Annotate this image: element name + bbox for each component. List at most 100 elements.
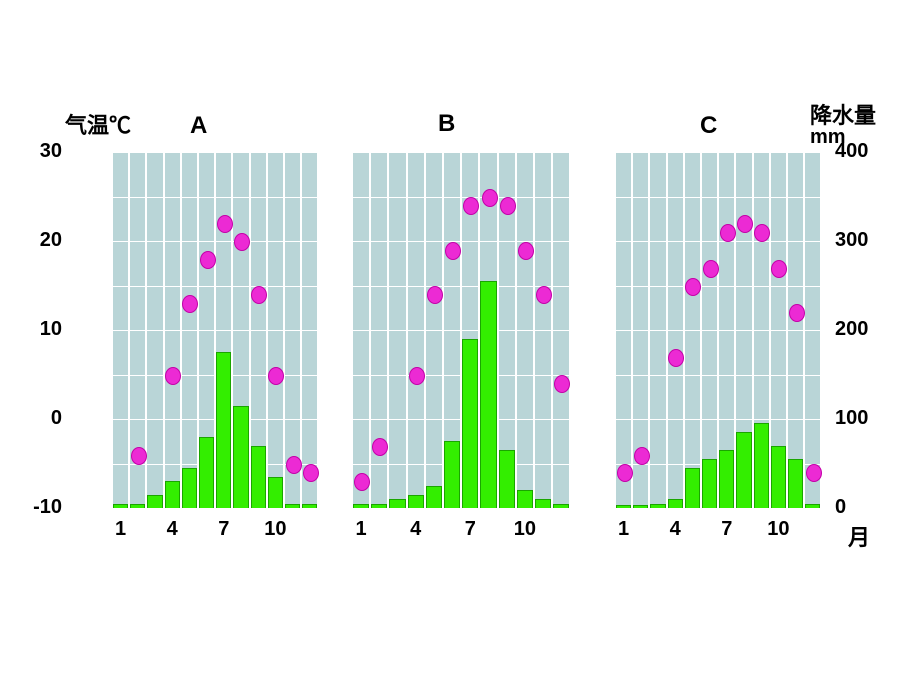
x-axis-month-label: 月 <box>848 520 870 552</box>
temp-marker <box>482 189 498 207</box>
grid-line <box>113 152 317 153</box>
x-tick: 4 <box>402 518 430 541</box>
temp-marker <box>668 349 684 367</box>
panel-label-A: A <box>190 112 207 140</box>
precip-bar <box>736 432 751 508</box>
temp-marker <box>286 456 302 474</box>
grid-line <box>113 375 317 376</box>
grid-line <box>113 330 317 331</box>
precip-bar <box>499 450 515 508</box>
panel-label-C: C <box>700 112 717 140</box>
x-tick: 1 <box>347 518 375 541</box>
precip-bar <box>147 495 162 508</box>
precip-bar <box>426 486 442 508</box>
precip-bar <box>268 477 283 508</box>
precip-bar <box>165 481 180 508</box>
temp-marker <box>234 233 250 251</box>
temp-marker <box>131 447 147 465</box>
temp-marker <box>685 278 701 296</box>
grid-line <box>616 241 820 242</box>
precip-bar <box>480 281 496 508</box>
grid-line <box>353 152 569 153</box>
y-tick-temp: 10 <box>16 318 62 341</box>
precip-bar <box>633 505 648 508</box>
grid-line <box>616 419 820 420</box>
temp-marker <box>445 242 461 260</box>
temp-marker <box>617 464 633 482</box>
panel-C <box>616 152 822 508</box>
grid-line <box>353 464 569 465</box>
y-tick-temp: 0 <box>16 407 62 430</box>
y-axis-temp-title: 气温℃ <box>65 108 131 140</box>
y-tick-precip: 100 <box>835 407 868 430</box>
grid-line <box>113 419 317 420</box>
precip-bar <box>462 339 478 508</box>
precip-bar <box>389 499 405 508</box>
temp-marker <box>200 251 216 269</box>
grid-line <box>353 419 569 420</box>
temp-marker <box>500 197 516 215</box>
temp-marker <box>703 260 719 278</box>
grid-line <box>113 197 317 198</box>
x-tick: 7 <box>456 518 484 541</box>
panel-B <box>353 152 571 508</box>
temp-marker <box>409 367 425 385</box>
grid-line <box>353 375 569 376</box>
precip-bar <box>408 495 424 508</box>
precip-bar <box>553 504 569 508</box>
y-tick-precip: 0 <box>835 496 846 519</box>
precip-bar <box>285 504 300 508</box>
temp-marker <box>518 242 534 260</box>
y-tick-temp: 20 <box>16 229 62 252</box>
precip-bar <box>702 459 717 508</box>
temp-marker <box>165 367 181 385</box>
grid-line <box>616 375 820 376</box>
grid-line <box>616 286 820 287</box>
precip-bar <box>788 459 803 508</box>
precip-bar <box>616 505 631 508</box>
precip-bar <box>719 450 734 508</box>
temp-marker <box>634 447 650 465</box>
precip-bar <box>805 504 820 508</box>
precip-bar <box>233 406 248 508</box>
temp-marker <box>720 224 736 242</box>
climograph-stage: 气温℃ 降水量 mm ABC 3020100-10 4003002001000 … <box>0 0 920 690</box>
panel-label-B: B <box>438 110 455 138</box>
x-tick: 1 <box>107 518 135 541</box>
precip-bar <box>199 437 214 508</box>
x-tick: 1 <box>610 518 638 541</box>
precip-bar <box>130 504 145 508</box>
precip-bar <box>517 490 533 508</box>
x-tick: 10 <box>261 518 289 541</box>
x-tick: 10 <box>511 518 539 541</box>
precip-bar <box>444 441 460 508</box>
precip-bar <box>535 499 551 508</box>
precip-bar <box>113 504 128 508</box>
y-tick-precip: 400 <box>835 140 868 163</box>
grid-line <box>113 286 317 287</box>
grid-line <box>353 286 569 287</box>
precip-bar <box>754 423 769 508</box>
grid-line <box>616 330 820 331</box>
x-tick: 7 <box>713 518 741 541</box>
precip-bar <box>353 504 369 508</box>
x-tick: 4 <box>158 518 186 541</box>
grid-line <box>616 197 820 198</box>
grid-line <box>113 241 317 242</box>
precip-bar <box>302 504 317 508</box>
precip-bar <box>182 468 197 508</box>
precip-bar <box>771 446 786 508</box>
panel-A <box>113 152 319 508</box>
precip-bar <box>251 446 266 508</box>
y-tick-temp: -10 <box>16 496 62 519</box>
y-tick-precip: 200 <box>835 318 868 341</box>
grid-line <box>616 152 820 153</box>
x-tick: 4 <box>661 518 689 541</box>
temp-marker <box>789 304 805 322</box>
precip-bar <box>685 468 700 508</box>
y-tick-precip: 300 <box>835 229 868 252</box>
precip-bar <box>668 499 683 508</box>
temp-marker <box>217 215 233 233</box>
temp-marker <box>268 367 284 385</box>
precip-bar <box>216 352 231 508</box>
